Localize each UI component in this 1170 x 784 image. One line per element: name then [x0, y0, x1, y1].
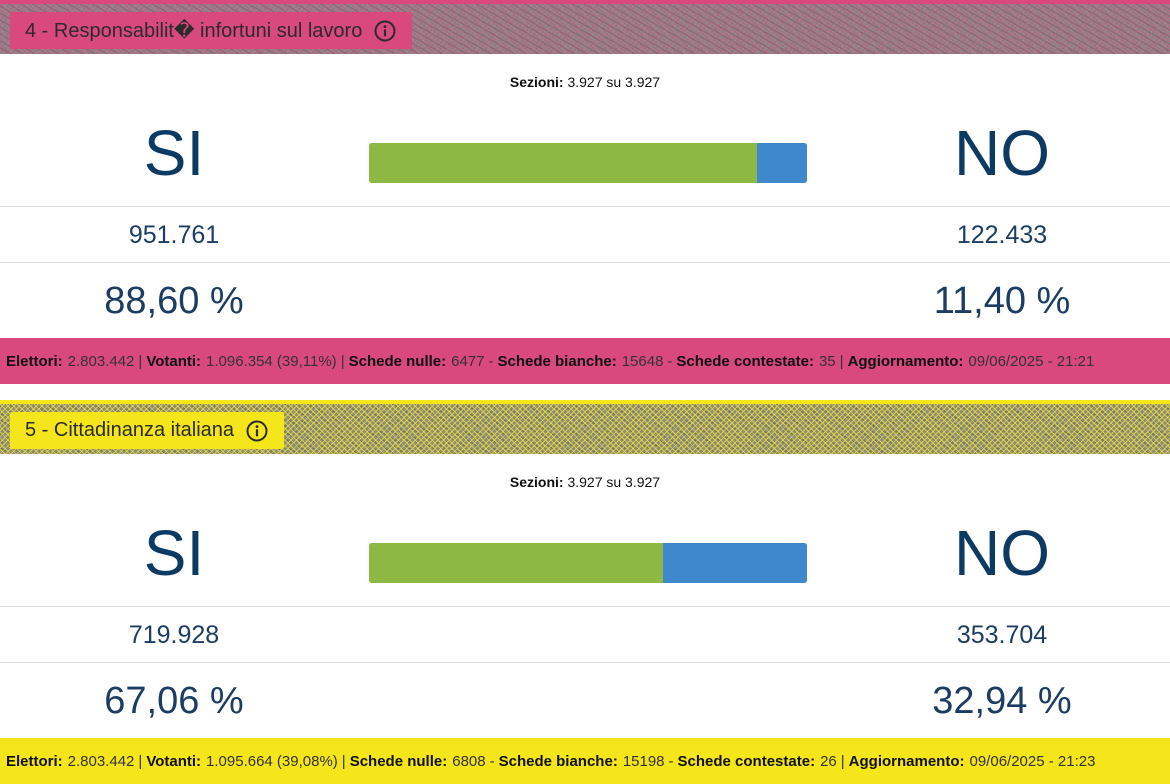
sections-count: Sezioni: 3.927 su 3.927 [0, 74, 1170, 90]
null-ballots-value: 6477 [451, 352, 485, 370]
separator: | [138, 752, 143, 770]
no-percentage: 11,40 % [933, 280, 1071, 322]
electors-label: Elettori: [6, 752, 63, 770]
sections-value: 3.927 su 3.927 [567, 474, 661, 490]
update-value: 09/06/2025 - 21:21 [968, 352, 1095, 370]
referendum-title: 5 - Cittadinanza italiana [25, 419, 235, 441]
blank-ballots-label: Schede bianche: [498, 752, 618, 770]
no-bar-fill [662, 543, 807, 583]
voters-label: Votanti: [146, 752, 202, 770]
contested-ballots-value: 35 [818, 352, 836, 370]
electors-label: Elettori: [6, 352, 63, 370]
contested-ballots-label: Schede contestate: [677, 752, 816, 770]
turnout-footer: Elettori: 2.803.442 | Votanti: 1.096.354… [0, 338, 1170, 384]
result-bar [369, 543, 807, 583]
no-votes: 122.433 [956, 221, 1048, 249]
blank-ballots-label: Schede bianche: [497, 352, 617, 370]
separator: - [488, 352, 494, 370]
voters-value: 1.096.354 (39,11%) [206, 352, 337, 370]
divider [0, 662, 1170, 663]
electors-value: 2.803.442 [67, 752, 135, 770]
null-ballots-label: Schede nulle: [349, 752, 448, 770]
referendum-card: 5 - Cittadinanza italiana Sezioni: 3.927… [0, 400, 1170, 784]
update-value: 09/06/2025 - 21:23 [969, 752, 1096, 770]
blank-ballots-value: 15648 [621, 352, 664, 370]
sections-label: Sezioni: [509, 74, 564, 90]
update-label: Aggiornamento: [847, 352, 964, 370]
separator: | [840, 752, 845, 770]
separator: - [489, 752, 495, 770]
turnout-footer: Elettori: 2.803.442 | Votanti: 1.095.664… [0, 738, 1170, 784]
yes-percentage: 88,60 % [104, 280, 244, 322]
voters-value: 1.095.664 (39,08%) [206, 752, 338, 770]
sections-count: Sezioni: 3.927 su 3.927 [0, 474, 1170, 490]
info-circle-icon[interactable] [246, 420, 268, 442]
separator: - [668, 752, 674, 770]
voters-label: Votanti: [146, 352, 202, 370]
result-bar [369, 143, 807, 183]
yes-bar-fill [369, 543, 663, 583]
yes-bar-fill [369, 143, 758, 183]
separator: | [341, 752, 346, 770]
electors-value: 2.803.442 [67, 352, 135, 370]
referendum-title-tag[interactable]: 5 - Cittadinanza italiana [10, 412, 285, 449]
separator: | [340, 352, 345, 370]
contested-ballots-label: Schede contestate: [676, 352, 814, 370]
referendum-title: 4 - Responsabilit� infortuni sul lavoro [25, 20, 363, 42]
no-votes: 353.704 [956, 621, 1048, 649]
update-label: Aggiornamento: [848, 752, 965, 770]
null-ballots-label: Schede nulle: [348, 352, 447, 370]
sections-value: 3.927 su 3.927 [567, 74, 661, 90]
separator: - [667, 352, 673, 370]
no-label: NO [954, 517, 1050, 589]
no-label: NO [954, 117, 1050, 189]
info-circle-icon[interactable] [374, 20, 396, 42]
separator: | [839, 352, 844, 370]
yes-votes: 951.761 [128, 221, 220, 249]
separator: | [138, 352, 143, 370]
null-ballots-value: 6808 [452, 752, 486, 770]
no-percentage: 32,94 % [932, 680, 1072, 722]
yes-label: SI [143, 117, 205, 189]
accent-stripe [0, 400, 1170, 404]
blank-ballots-value: 15198 [622, 752, 665, 770]
sections-label: Sezioni: [509, 474, 564, 490]
accent-stripe [0, 0, 1170, 4]
divider [0, 206, 1170, 207]
yes-percentage: 67,06 % [104, 680, 244, 722]
referendum-card: 4 - Responsabilit� infortuni sul lavoro … [0, 0, 1170, 384]
divider [0, 606, 1170, 607]
referendum-title-tag[interactable]: 4 - Responsabilit� infortuni sul lavoro [10, 12, 413, 49]
yes-votes: 719.928 [128, 621, 220, 649]
contested-ballots-value: 26 [820, 752, 837, 770]
no-bar-fill [757, 143, 807, 183]
yes-label: SI [143, 517, 205, 589]
divider [0, 262, 1170, 263]
